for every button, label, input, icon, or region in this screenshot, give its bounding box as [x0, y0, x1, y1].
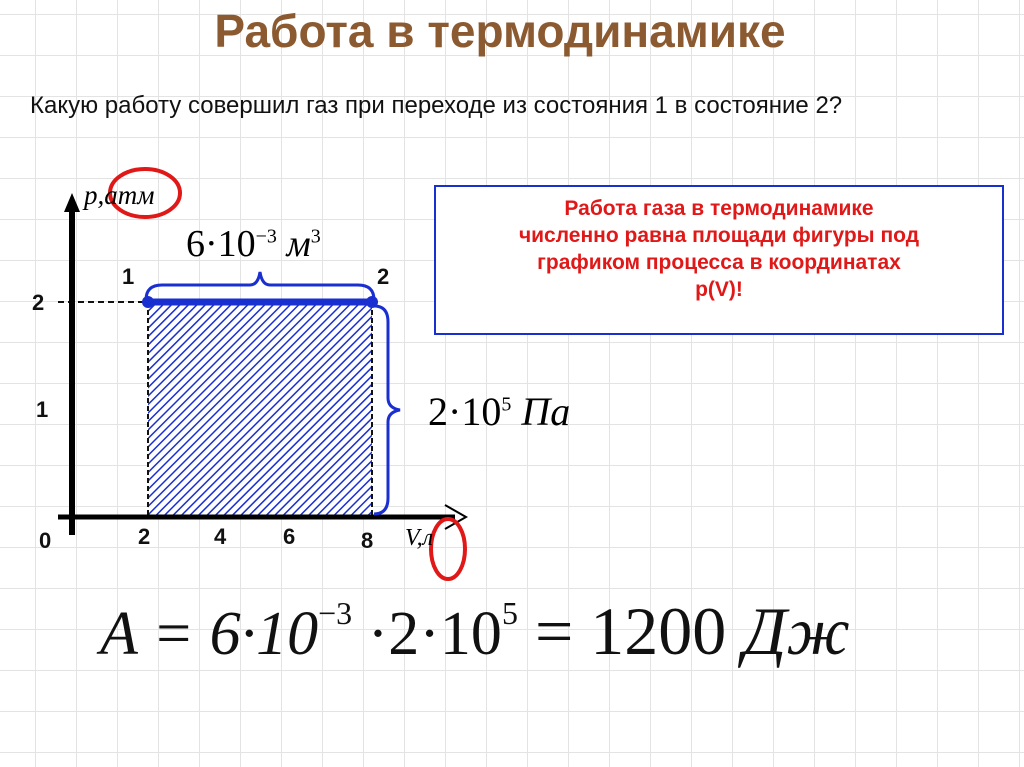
y-axis-arrow [64, 193, 80, 212]
height-brace [373, 304, 401, 516]
state-2-label: 2 [377, 264, 390, 289]
x-axis-arrow [444, 504, 469, 530]
work-area-hatch [148, 302, 372, 515]
height-unit: Па [511, 389, 571, 434]
x-axis-label: V,л [405, 525, 434, 551]
state-1-point [142, 296, 154, 308]
formula-unit: Дж [726, 593, 850, 669]
pressure-unit-highlight [108, 167, 182, 219]
formula-lhs: A = 6·10 [100, 600, 319, 668]
info-line: Работа газа в термодинамике [564, 197, 874, 220]
info-line: графиком процесса в координатах [537, 251, 901, 274]
origin-label: 0 [39, 528, 52, 553]
width-unit: м [276, 223, 311, 265]
info-box: Работа газа в термодинамике численно рав… [434, 185, 1004, 335]
height-annotation: 2·105 Па [428, 388, 570, 435]
y-axis-label: p,атм [84, 180, 155, 210]
info-line: p(V)! [695, 278, 743, 301]
formula-mid: ·2·10 [352, 600, 502, 668]
formula-result: = 1200 [517, 593, 727, 669]
slide-title: Работа в термодинамике [214, 5, 786, 57]
width-brace [144, 271, 376, 301]
formula-exp1: −3 [318, 595, 353, 631]
width-annotation: 6·10−3 м3 [186, 222, 321, 266]
x-tick-6: 6 [283, 524, 296, 549]
formula-exp2: 5 [501, 595, 518, 631]
info-line: численно равна площади фигуры под [518, 224, 920, 247]
work-formula: A = 6·10−3 ·2·105 = 1200 Дж [100, 592, 850, 671]
question-text: Какую работу совершил газ при переходе и… [30, 92, 843, 119]
width-base: 6·10 [186, 223, 256, 265]
width-unit-exp: 3 [310, 225, 321, 248]
height-exp: 5 [501, 393, 512, 416]
y-tick-2: 2 [32, 290, 45, 315]
width-exp: −3 [255, 225, 277, 248]
y-tick-1: 1 [36, 397, 49, 422]
height-base: 2·10 [428, 389, 502, 434]
volume-unit-highlight [429, 517, 467, 581]
x-tick-2: 2 [138, 524, 151, 549]
x-tick-4: 4 [214, 524, 227, 549]
x-tick-8: 8 [361, 528, 374, 553]
state-1-label: 1 [122, 264, 135, 289]
